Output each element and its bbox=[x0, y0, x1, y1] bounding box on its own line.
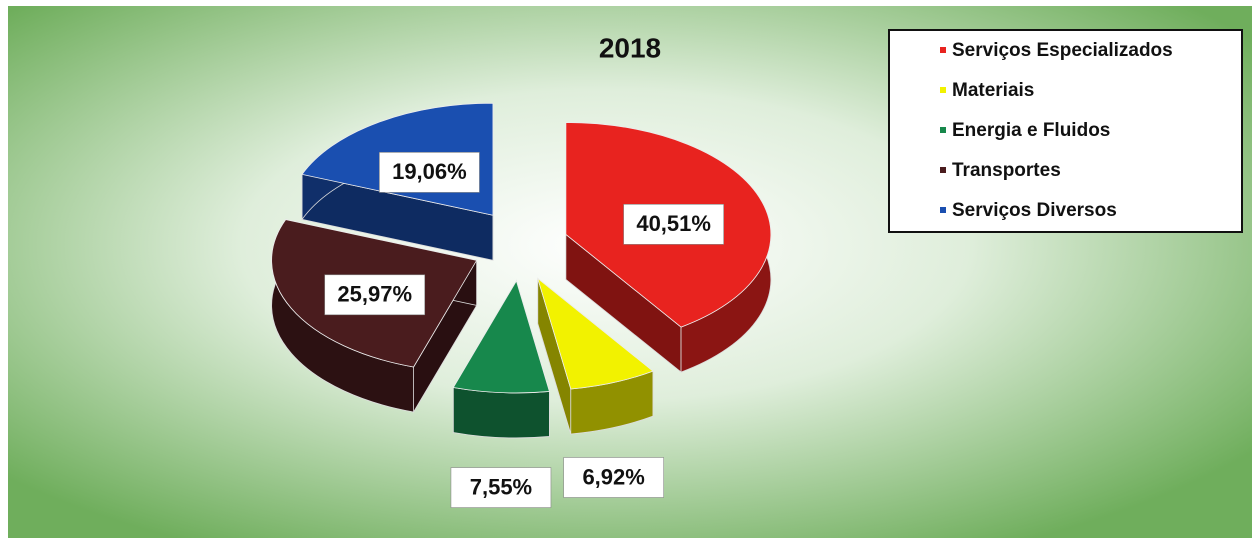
slice-side bbox=[452, 386, 550, 439]
legend-label: Serviços Especializados bbox=[952, 40, 1173, 61]
data-label: 40,51% bbox=[636, 211, 711, 236]
legend-marker bbox=[940, 87, 946, 93]
legend-marker bbox=[940, 127, 946, 133]
legend-marker bbox=[940, 207, 946, 213]
legend-marker bbox=[940, 167, 946, 173]
data-label: 19,06% bbox=[392, 159, 467, 184]
legend-label: Serviços Diversos bbox=[952, 200, 1117, 221]
data-label: 6,92% bbox=[582, 464, 644, 489]
data-label: 7,55% bbox=[470, 474, 532, 499]
slice bbox=[537, 277, 654, 390]
data-label-box bbox=[450, 467, 552, 508]
legend-box bbox=[888, 29, 1243, 233]
data-label-box bbox=[623, 204, 724, 245]
legend-label: Materiais bbox=[952, 80, 1034, 101]
data-label-box bbox=[379, 152, 480, 193]
slice bbox=[452, 279, 550, 394]
chart-title: 2018 bbox=[599, 32, 661, 63]
data-label-box bbox=[563, 457, 664, 498]
legend-label: Energia e Fluidos bbox=[952, 120, 1110, 141]
legend-label: Transportes bbox=[952, 160, 1061, 181]
data-label-box bbox=[324, 274, 426, 316]
data-label: 25,97% bbox=[337, 282, 412, 307]
legend-marker bbox=[940, 47, 946, 53]
